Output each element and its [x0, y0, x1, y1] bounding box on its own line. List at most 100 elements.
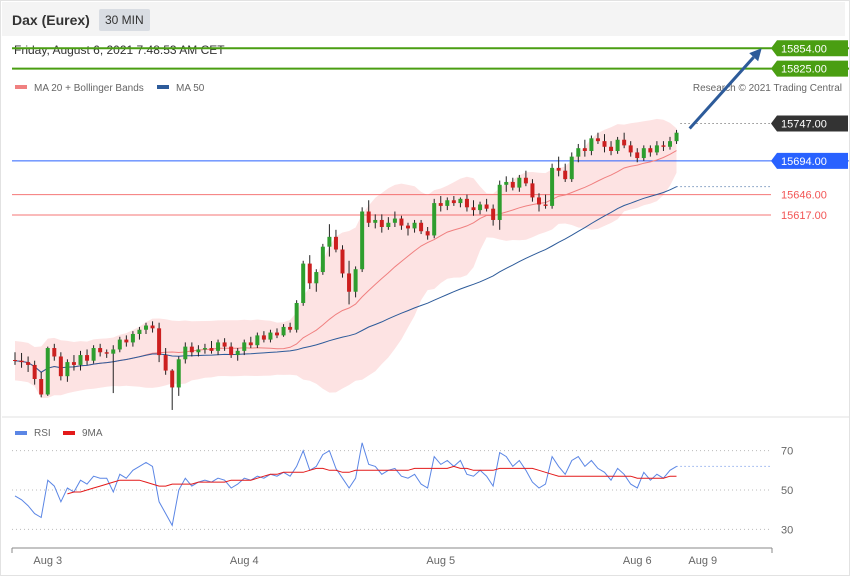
candle-body — [602, 141, 607, 147]
target-level-label: 15825.00 — [781, 64, 827, 76]
candle-body — [268, 332, 273, 340]
candle-body — [425, 231, 430, 236]
candle-body — [478, 204, 483, 211]
interval-button[interactable]: 30 MIN — [99, 9, 150, 31]
candle-body — [111, 349, 116, 354]
candle-body — [202, 348, 207, 350]
pivot-level-label: 15694.00 — [781, 156, 827, 168]
target-level-tag — [771, 60, 848, 77]
rsi-tick-label: 70 — [781, 446, 793, 458]
candle-body — [412, 222, 417, 229]
rsi-legend-swatch — [15, 431, 27, 435]
candle-body — [229, 346, 234, 356]
candle-body — [307, 263, 312, 284]
candle-body — [294, 303, 299, 330]
candle-body — [255, 335, 260, 346]
candle-body — [366, 211, 371, 223]
candle-body — [281, 326, 286, 336]
x-axis-label: Aug 4 — [230, 555, 259, 567]
candle-body — [65, 362, 70, 377]
candle-body — [523, 177, 528, 184]
candle-body — [85, 355, 90, 361]
candle-body — [373, 219, 378, 223]
candle-body — [464, 198, 469, 208]
candle-body — [504, 181, 509, 185]
candle-body — [537, 197, 541, 205]
ma20-legend-swatch — [15, 85, 27, 89]
x-axis-label: Aug 9 — [688, 555, 717, 567]
candle-body — [222, 342, 227, 347]
candle-body — [275, 332, 279, 336]
candle-body — [13, 360, 17, 361]
ma20-legend-label: MA 20 + Bollinger Bands — [34, 83, 144, 94]
forecast-arrow — [688, 48, 762, 130]
candle-body — [399, 218, 404, 226]
candle-body — [589, 138, 594, 151]
candle-body — [248, 342, 253, 346]
candle-body — [52, 348, 57, 357]
candle-body — [406, 225, 410, 229]
candle-body — [242, 342, 247, 351]
candle-body — [314, 272, 319, 284]
x-axis-label: Aug 6 — [623, 555, 652, 567]
x-axis: Aug 3 Aug 4 Aug 5 Aug 6 Aug 9 — [11, 547, 773, 567]
candle-body — [628, 145, 633, 153]
candle-body — [497, 184, 502, 220]
ma50-legend-swatch — [157, 85, 169, 89]
candle-body — [261, 335, 266, 340]
pivot-level-tag — [771, 152, 848, 169]
rsi-tick-label: 30 — [781, 524, 793, 536]
x-axis-label: Aug 5 — [426, 555, 455, 567]
candle-body — [333, 236, 338, 250]
candle-body — [157, 328, 162, 356]
candle-body — [196, 349, 201, 353]
candle-body — [674, 132, 679, 142]
current-level-tag — [771, 115, 848, 132]
candle-body — [622, 139, 627, 146]
candle-body — [556, 167, 561, 171]
candle-body — [668, 141, 672, 147]
rsi-ma-line — [67, 465, 677, 495]
candle-body — [432, 203, 437, 236]
candle-body — [216, 342, 221, 351]
rsi-panel: 70 50 30 — [12, 442, 793, 536]
price-levels — [12, 47, 849, 216]
candle-body — [163, 355, 168, 371]
candle-body — [641, 148, 646, 159]
candle-body — [124, 339, 129, 343]
candle-body — [183, 346, 188, 360]
candle-body — [150, 325, 155, 329]
forecast-arrow-shaft — [688, 56, 755, 130]
candle-body — [189, 346, 194, 353]
ma50-line — [14, 186, 677, 373]
candle-body — [144, 325, 148, 330]
candle-body — [301, 263, 306, 303]
bollinger-bands — [15, 118, 677, 399]
price-labels: 15854.00 15825.00 15747.00 15694.00 15646.00… — [771, 40, 848, 222]
target-level-tag — [771, 40, 848, 57]
chart-header: Dax (Eurex) 30 MIN — [2, 2, 845, 36]
current-level-label: 15747.00 — [781, 119, 827, 131]
x-axis-label: Aug 3 — [33, 555, 62, 567]
candles — [13, 129, 679, 410]
candle-body — [582, 148, 587, 151]
candle-body — [327, 236, 332, 247]
candle-body — [491, 208, 496, 220]
candle-body — [176, 359, 181, 388]
candle-body — [353, 269, 358, 292]
candle-body — [26, 362, 31, 365]
rsi-ma-legend-swatch — [63, 431, 75, 435]
candle-body — [484, 204, 489, 209]
candle-body — [104, 352, 109, 354]
target-level-label: 15854.00 — [781, 43, 827, 55]
rsi-tick-label: 50 — [781, 485, 793, 497]
candle-body — [458, 198, 463, 204]
candle-body — [45, 348, 50, 395]
candle-body — [320, 246, 325, 273]
rsi-ma-legend-label: 9MA — [82, 428, 103, 439]
candle-body — [530, 183, 535, 198]
candle-body — [288, 326, 293, 330]
candle-body — [569, 156, 574, 180]
support-level-label: 15617.00 — [781, 210, 827, 222]
candle-body — [170, 370, 175, 388]
